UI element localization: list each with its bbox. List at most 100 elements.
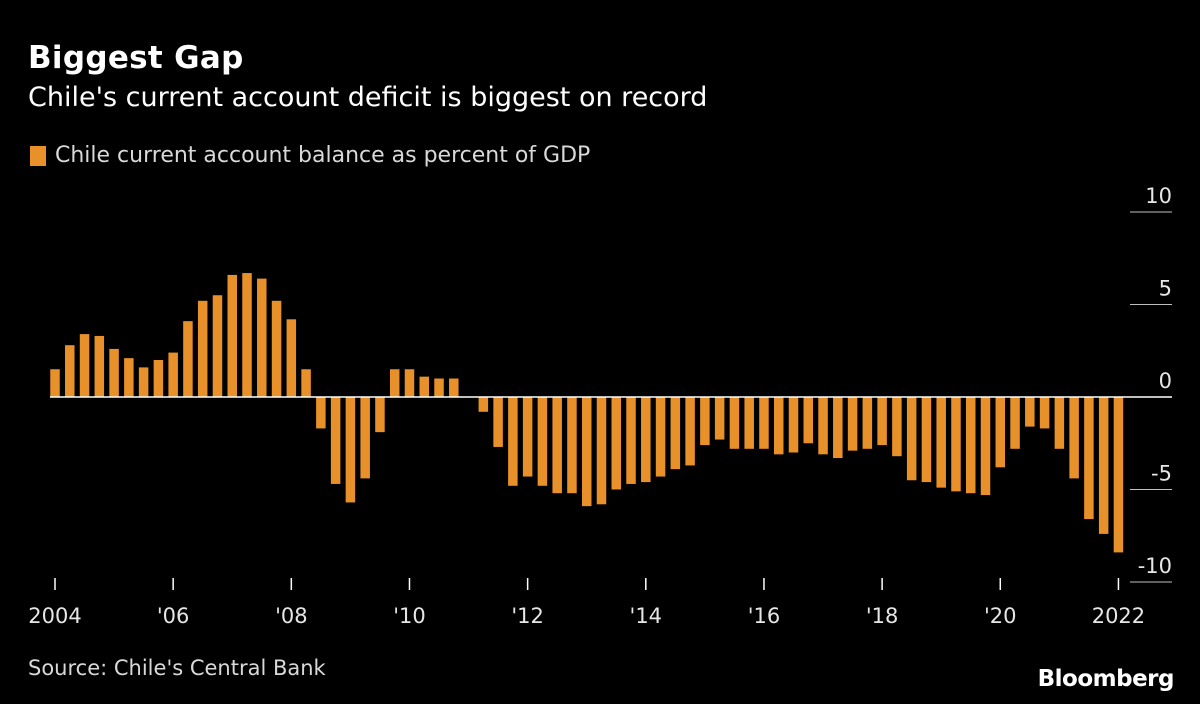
bar-69 <box>1069 397 1079 479</box>
bar-65 <box>1010 397 1020 449</box>
bar-46 <box>729 397 740 449</box>
bar-35 <box>567 397 577 494</box>
x-tick-label-1: '06 <box>157 604 190 628</box>
bar-41 <box>655 397 666 477</box>
bar-68 <box>1054 397 1065 449</box>
x-tick-label-7: '18 <box>866 604 899 628</box>
bar-0 <box>50 369 60 397</box>
bar-11 <box>212 295 223 397</box>
bar-47 <box>744 397 754 449</box>
bar-21 <box>360 397 370 479</box>
bar-27 <box>449 378 459 397</box>
x-tick-label-2: '08 <box>275 604 308 628</box>
legend-swatch <box>30 145 46 166</box>
bar-3 <box>94 335 105 397</box>
bar-5 <box>124 358 134 397</box>
bar-17 <box>301 369 311 397</box>
bar-10 <box>197 300 208 397</box>
bar-67 <box>1039 397 1050 429</box>
bar-53 <box>833 397 843 459</box>
bloomberg-logo: Bloomberg <box>1037 666 1175 692</box>
y-tick-label-2: 0 <box>1159 369 1172 393</box>
bar-36 <box>581 397 592 507</box>
bar-15 <box>271 300 282 397</box>
y-axis-labels: 10 5 0 -5 -10 <box>1138 184 1172 578</box>
bar-48 <box>759 397 769 449</box>
bar-20 <box>345 397 356 503</box>
chart-subtitle: Chile's current account deficit is bigge… <box>28 82 708 113</box>
bar-45 <box>714 397 725 440</box>
bar-33 <box>537 397 548 486</box>
x-axis-ticks <box>54 578 1120 590</box>
bar-72 <box>1113 397 1124 553</box>
bar-39 <box>626 397 636 484</box>
legend-label: Chile current account balance as percent… <box>55 143 591 168</box>
bar-38 <box>611 397 622 490</box>
bar-61 <box>951 397 961 492</box>
bar-18 <box>316 397 326 429</box>
bar-2 <box>79 334 90 397</box>
bar-66 <box>1025 397 1035 427</box>
bar-70 <box>1084 397 1094 520</box>
bar-58 <box>906 397 917 481</box>
bar-12 <box>227 274 237 397</box>
bar-26 <box>434 378 444 397</box>
y-tick-label-0: 10 <box>1145 184 1172 208</box>
bar-42 <box>670 397 681 470</box>
bar-56 <box>877 397 887 446</box>
bar-6 <box>138 367 149 397</box>
chart-title: Biggest Gap <box>28 40 244 76</box>
bar-60 <box>936 397 946 488</box>
x-tick-label-6: '16 <box>748 604 781 628</box>
x-tick-label-8: '20 <box>984 604 1017 628</box>
bar-49 <box>773 397 784 455</box>
y-tick-label-4: -10 <box>1138 554 1172 578</box>
x-axis-labels: 2004 '06 '08 '10 '12 '14 '16 '18 '20 2022 <box>28 604 1145 628</box>
bar-64 <box>995 397 1006 468</box>
x-tick-label-3: '10 <box>393 604 426 628</box>
y-tick-label-1: 5 <box>1159 277 1172 301</box>
bar-63 <box>980 397 991 496</box>
bar-55 <box>862 397 873 449</box>
bar-43 <box>685 397 695 466</box>
bar-23 <box>389 369 400 397</box>
bar-22 <box>375 397 385 433</box>
bar-62 <box>965 397 976 494</box>
x-tick-label-9: 2022 <box>1092 604 1145 628</box>
bar-19 <box>330 397 341 484</box>
bar-25 <box>419 376 429 397</box>
bar-29 <box>478 397 489 412</box>
bar-9 <box>183 321 193 397</box>
bar-37 <box>596 397 607 505</box>
bar-series <box>50 273 1124 553</box>
bar-52 <box>818 397 828 455</box>
x-tick-label-5: '14 <box>630 604 663 628</box>
bar-40 <box>641 397 651 483</box>
bar-1 <box>65 345 75 397</box>
bar-34 <box>552 397 562 494</box>
bar-31 <box>508 397 518 486</box>
bar-30 <box>493 397 503 447</box>
source-note: Source: Chile's Central Bank <box>28 656 326 680</box>
bar-51 <box>803 397 814 444</box>
x-tick-label-4: '12 <box>511 604 544 628</box>
bar-50 <box>788 397 799 453</box>
bar-7 <box>153 360 164 397</box>
x-tick-label-0: 2004 <box>28 604 81 628</box>
bar-54 <box>847 397 858 451</box>
bar-14 <box>257 278 267 397</box>
bar-8 <box>168 352 178 397</box>
bar-44 <box>700 397 710 446</box>
bar-13 <box>242 273 252 397</box>
y-tick-label-3: -5 <box>1151 462 1172 486</box>
bar-16 <box>286 319 297 397</box>
bar-57 <box>892 397 902 457</box>
bar-32 <box>522 397 533 477</box>
bar-71 <box>1098 397 1109 534</box>
legend: Chile current account balance as percent… <box>30 143 590 168</box>
bar-4 <box>109 348 119 397</box>
bar-59 <box>921 397 932 483</box>
y-axis-gridlines <box>1130 211 1172 583</box>
bar-24 <box>404 369 415 397</box>
